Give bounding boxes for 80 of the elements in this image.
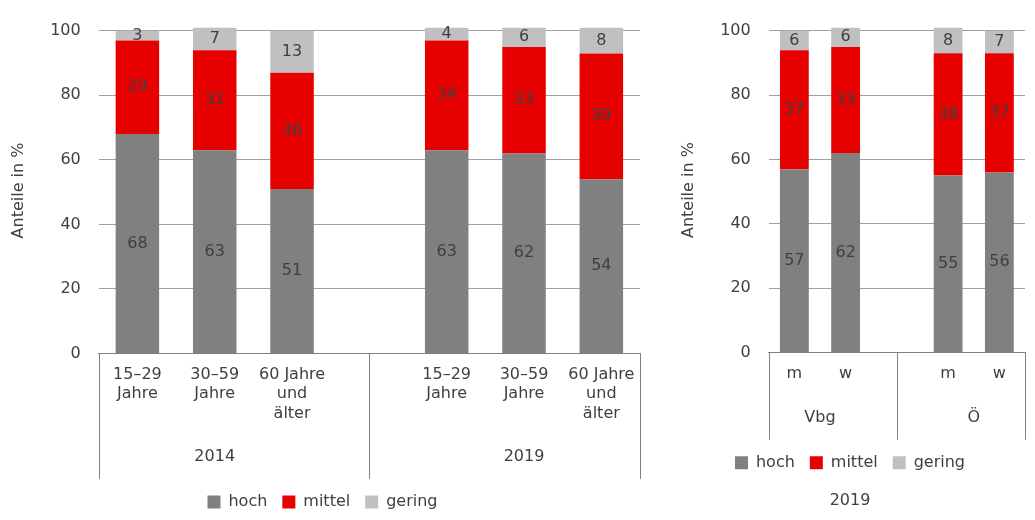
data-label: 37 — [784, 98, 805, 118]
data-label: 6 — [518, 26, 530, 46]
text: Ö — [967, 406, 981, 426]
bar — [831, 46, 861, 154]
bar — [579, 53, 624, 180]
data-label: 38 — [937, 103, 959, 123]
y-tick-label: 80 — [730, 84, 751, 104]
data-label: 39 — [591, 105, 612, 125]
y-tick-label: 20 — [60, 278, 81, 298]
data-label: 68 — [127, 232, 148, 252]
data-label: 34 — [436, 84, 457, 104]
bar — [270, 72, 314, 189]
legend-label: mittel — [830, 451, 878, 471]
data-label: 63 — [204, 240, 225, 260]
y-tick-label: 0 — [740, 341, 751, 361]
data-label: 13 — [281, 40, 303, 60]
data-label: 56 — [989, 251, 1010, 271]
data-label: 55 — [937, 253, 959, 273]
bar — [115, 40, 160, 135]
y-axis-title: Anteile in % — [7, 142, 27, 239]
bar — [270, 30, 314, 73]
y-tick-label: 0 — [70, 342, 81, 362]
legend-label: hoch — [755, 451, 795, 471]
x-tick-label: w — [839, 363, 853, 383]
y-axis-title: Anteile in % — [677, 142, 697, 239]
y-tick-label: 20 — [730, 277, 751, 297]
y-tick-label: 40 — [60, 213, 81, 233]
data-label: 8 — [943, 29, 954, 49]
data-label: 62 — [835, 241, 856, 261]
y-tick-label: 100 — [720, 19, 751, 39]
x-tick-label: w — [992, 363, 1006, 383]
data-label: 57 — [784, 249, 805, 269]
legend-label: mittel — [303, 491, 351, 511]
data-label: 6 — [840, 26, 851, 46]
legend-label: gering — [386, 491, 438, 511]
y-tick-label: 40 — [730, 213, 751, 233]
y-tick-label: 60 — [730, 148, 751, 168]
data-label: 7 — [994, 31, 1005, 51]
bar — [192, 50, 237, 151]
bar — [502, 46, 546, 154]
data-label: 3 — [132, 24, 143, 44]
legend-label: hoch — [228, 491, 268, 511]
bar — [779, 50, 809, 170]
x-tick-label: 15–29 Jahre — [113, 364, 162, 403]
data-label: 7 — [209, 28, 220, 48]
bar — [502, 27, 546, 47]
x-tick-label: 30–59 Jahre — [499, 364, 549, 403]
x-tick-label: 30–59 Jahre — [190, 364, 240, 403]
bar — [984, 30, 1014, 54]
text: 2014 — [194, 446, 236, 466]
data-label: 62 — [513, 242, 535, 262]
y-tick-label: 60 — [60, 149, 81, 169]
bar — [984, 53, 1014, 173]
x-tick-label: 60 Jahre und älter — [568, 364, 635, 422]
data-label: 37 — [989, 102, 1010, 122]
data-label: 33 — [513, 89, 535, 109]
data-label: 51 — [281, 260, 303, 280]
x-tick-label: m — [940, 363, 956, 383]
data-label: 6 — [789, 29, 800, 49]
legend-label: gering — [913, 451, 966, 471]
data-label: 54 — [591, 255, 612, 275]
y-tick-label: 80 — [60, 84, 81, 104]
data-label: 36 — [281, 119, 303, 139]
text: 2019 — [829, 489, 871, 509]
data-label: 8 — [596, 29, 607, 49]
data-label: 29 — [127, 76, 148, 96]
y-tick-label: 100 — [50, 19, 81, 39]
text: Vbg — [804, 406, 836, 426]
x-tick-label: m — [786, 363, 803, 383]
bar — [192, 27, 237, 51]
data-label: 33 — [835, 89, 856, 109]
x-tick-label: 60 Jahre und älter — [258, 364, 326, 422]
data-label: 4 — [441, 23, 452, 43]
bar — [424, 40, 469, 151]
data-label: 31 — [204, 89, 225, 109]
x-tick-label: 15–29 Jahre — [422, 364, 472, 403]
text: 2019 — [503, 446, 545, 466]
bar — [115, 30, 160, 41]
data-label: 63 — [436, 240, 457, 260]
bar — [933, 53, 963, 176]
